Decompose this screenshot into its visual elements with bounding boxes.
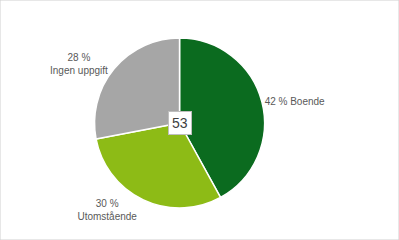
svg-text:42 % Boende: 42 % Boende <box>265 96 325 107</box>
svg-text:30 %Utomstående: 30 %Utomstående <box>77 198 137 222</box>
svg-text:53: 53 <box>172 115 188 131</box>
svg-text:28 %Ingen uppgift: 28 %Ingen uppgift <box>50 52 108 76</box>
